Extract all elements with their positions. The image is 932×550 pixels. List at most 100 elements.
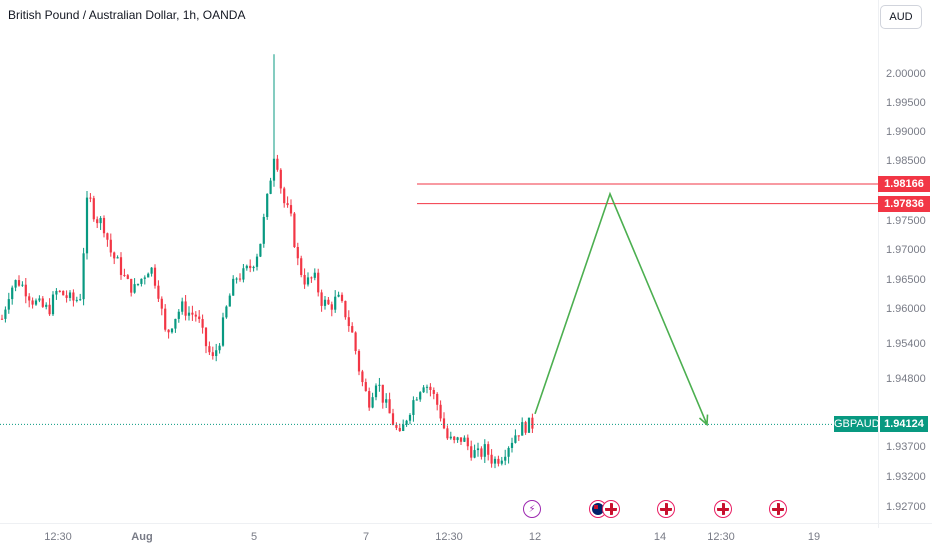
candle-body [279, 169, 282, 189]
candle-body [211, 352, 214, 357]
candle-body [218, 345, 221, 351]
x-axis-label: 19 [807, 531, 821, 543]
candle-body [208, 346, 211, 353]
candle-body [317, 272, 320, 293]
candle-body [507, 447, 510, 457]
candle-body [524, 422, 527, 433]
candle-body [4, 309, 7, 319]
gb-event-marker[interactable] [657, 500, 675, 518]
candle-body [123, 274, 126, 276]
candle-body [262, 216, 265, 244]
candle-body [187, 312, 191, 316]
candle-body [184, 301, 187, 316]
gb-event-marker[interactable] [769, 500, 787, 518]
candle-body [242, 268, 245, 280]
candle-body [497, 458, 500, 464]
candle-body [412, 400, 415, 415]
candle-body [65, 295, 68, 298]
candle-body [439, 404, 442, 419]
candle-body [327, 299, 330, 305]
candle-body [150, 267, 153, 274]
candle-body [313, 272, 316, 278]
candle-body [289, 205, 293, 214]
candle-body [483, 444, 486, 457]
candle-body [493, 458, 497, 464]
candle-body [517, 435, 520, 437]
candle-body [99, 217, 102, 224]
candle-body [283, 188, 286, 204]
y-axis-label: 1.96000 [886, 303, 926, 315]
candle-body [449, 436, 452, 439]
candle-body [198, 316, 201, 320]
candle-body [133, 284, 136, 293]
candle-body [429, 386, 432, 391]
x-axis-label: Aug [131, 531, 153, 543]
uk-flag-icon [772, 503, 784, 515]
lightning-icon[interactable]: ⚡ [523, 500, 541, 518]
candle-body [381, 384, 384, 403]
candle-body [456, 437, 459, 441]
uk-flag-icon [660, 503, 672, 515]
candle-body [378, 384, 381, 386]
candle-body [337, 294, 340, 297]
candle-body [157, 285, 160, 299]
projection-path [534, 191, 708, 425]
candle-body [130, 278, 133, 293]
candle-body [55, 290, 58, 295]
candle-body [170, 328, 174, 333]
resistance-level-tag: 1.98166 [878, 176, 930, 193]
candle-body [323, 299, 327, 306]
candle-body [34, 300, 38, 305]
candle-body [398, 427, 401, 431]
y-axis-label: 1.96500 [886, 274, 926, 286]
candle-body [160, 298, 163, 309]
candle-body [238, 278, 242, 280]
candle-body [415, 399, 418, 401]
candles-layer [0, 54, 534, 469]
candle-body [459, 437, 463, 442]
candle-body [235, 278, 238, 280]
projection-arrowhead [698, 414, 709, 427]
candle-body [85, 197, 89, 254]
candle-body [17, 280, 21, 286]
y-axis-label: 1.98500 [886, 155, 926, 167]
candle-body [106, 233, 109, 240]
candle-body [296, 247, 299, 259]
candle-body [374, 385, 378, 398]
x-axis-label: 12 [528, 531, 542, 543]
candle-body [24, 284, 27, 297]
candle-body [272, 158, 276, 181]
candle-body [330, 304, 333, 310]
candle-body [177, 311, 180, 319]
candle-body [11, 287, 14, 300]
candle-body [215, 350, 218, 357]
currency-button[interactable]: AUD [880, 5, 922, 29]
y-axis-label: 1.97000 [886, 244, 926, 256]
candle-body [221, 317, 225, 346]
candle-body [58, 290, 61, 292]
candle-body [436, 393, 439, 405]
candle-body [14, 280, 17, 288]
symbol-title: British Pound / Australian Dollar, 1h, O… [8, 8, 246, 22]
x-axis-label: 7 [362, 531, 370, 543]
candle-body [303, 274, 306, 285]
candle-body [51, 294, 55, 315]
y-axis-label: 1.92700 [886, 501, 926, 513]
candle-body [38, 298, 41, 301]
candle-body [62, 290, 65, 296]
candle-body [388, 399, 391, 414]
gb-event-marker[interactable] [714, 500, 732, 518]
candle-body [181, 301, 184, 312]
candle-body [201, 319, 204, 328]
candle-body [136, 283, 140, 285]
y-axis-label: 1.99500 [886, 97, 926, 109]
candle-body [357, 351, 361, 372]
gb-event-marker[interactable] [602, 500, 620, 518]
candle-body [510, 442, 514, 448]
candle-body [514, 435, 517, 443]
candle-body [473, 450, 476, 458]
candle-body [371, 397, 374, 408]
candle-body [480, 448, 483, 457]
candle-body [463, 437, 466, 442]
